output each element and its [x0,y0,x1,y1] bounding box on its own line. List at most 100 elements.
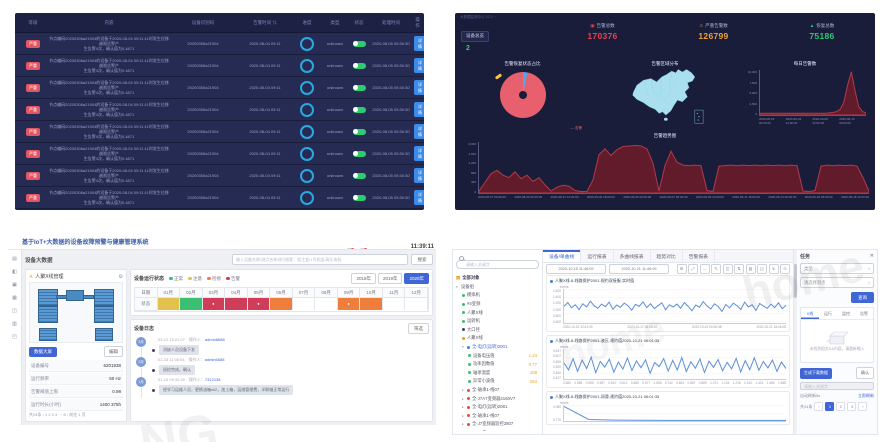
tree-item[interactable]: ▸ 全-J7变频器监控2807 [462,421,514,427]
tree-item[interactable]: 模拟机 [456,291,539,300]
status-toggle[interactable] [352,194,366,201]
month-status-cell[interactable] [360,298,383,310]
operator-name[interactable]: admin6688 [204,357,225,362]
date-end-input[interactable]: 2020-10-21 11:46:09 [609,264,669,274]
tree-item[interactable]: NJ2K11值 [456,429,539,431]
generate-download-button[interactable]: 生成下载数据 [800,367,832,379]
detail-button[interactable]: 详情 [414,146,424,161]
tree-item[interactable]: 设备电压值 1.24 [456,351,539,360]
device-pagination[interactable]: 共24条 ‹ 1 2 3 4 ··· 8 › 前往 1 页 [29,412,86,417]
table-row[interactable]: 严重 节点编码20200306a21904的设备于2020-08-04 09:11… [15,165,424,187]
next-page-button[interactable]: › [858,402,868,411]
close-icon[interactable]: ✕ [869,253,874,259]
tree-item[interactable]: 轴承温度 108 [456,369,539,378]
tab-item[interactable]: 运行报表 [581,250,614,262]
table-row[interactable]: 严重 节点编码20200306a21904的设备于2020-08-04 09:11… [15,143,424,165]
month-status-cell[interactable] [405,298,428,310]
tree-item[interactable]: #4变频 [456,300,539,309]
edit-button[interactable]: 编辑 [104,346,123,357]
tree-item[interactable]: ▾ 设备组 [456,283,474,289]
status-toggle[interactable] [352,128,366,135]
tab-item[interactable]: 告警报表 [683,250,715,262]
filter-button[interactable]: 筛选 [408,323,429,334]
year-button[interactable]: 2019年 [377,273,403,284]
detail-button[interactable]: 详情 [414,124,424,139]
mini-tab[interactable]: 监控 [842,310,850,316]
list-icon[interactable]: ▥ [745,264,756,274]
year-button[interactable]: 2020年 [404,273,429,284]
settings-icon[interactable]: ◰ [12,334,17,340]
month-status-cell[interactable]: ● [337,298,361,310]
report-icon[interactable]: ▦ [12,295,17,301]
month-status-cell[interactable] [180,298,203,310]
detail-button[interactable]: 详情 [414,80,424,95]
expand-icon[interactable]: ▸ [462,388,464,393]
date-start-input[interactable]: 2020-10-15 11:46:09 [546,264,606,274]
tree-item[interactable]: 功率因数值 0.77 [456,360,539,369]
mini-tab[interactable]: 告警 [860,310,868,316]
tree-search-input[interactable] [456,260,539,269]
monitor-icon[interactable]: ▣ [12,282,17,288]
mini-tab[interactable]: X线 [801,308,819,319]
detail-button[interactable]: 详情 [414,168,424,183]
tab-active[interactable]: 设备/单曲线 [543,250,582,262]
device-search-input[interactable] [232,254,408,265]
page-button[interactable]: 3 [847,402,857,411]
tree-item[interactable]: ▸ 全-J7A7变频器2160V7 [462,395,516,401]
operator-name[interactable]: 7312138 [204,377,221,382]
device-overview-tag[interactable]: 设备总览 [461,30,489,42]
tab-item[interactable]: 多曲线报表 [614,250,651,262]
detail-button[interactable]: 详情 [414,190,424,205]
expand-icon[interactable]: ▸ [462,413,464,418]
tree-item[interactable]: ▤ 全部对象 [456,275,480,281]
table-row[interactable]: 严重 节点编码20200306a21904的设备于2020-08-04 09:11… [15,99,424,121]
edit-icon[interactable]: ✎ [711,264,721,274]
tree-item[interactable]: 运转机 [456,317,539,326]
expand-icon[interactable]: ▾ [462,345,464,350]
status-toggle[interactable] [352,106,366,113]
month-status-cell[interactable] [383,298,406,310]
grid-icon[interactable]: ⊞ [676,264,687,274]
detail-button[interactable]: 详情 [414,58,424,73]
legend-item[interactable]: 注意 [188,276,202,282]
tree-item[interactable]: 人聚X线 [456,308,539,317]
table-row[interactable]: 严重 节点编码20200306a21904的设备于2020-08-04 09:11… [15,187,424,209]
gear-icon[interactable]: ⚙ [118,273,123,280]
refresh-now-link[interactable]: 立即刷新 [858,393,874,398]
search-button[interactable]: 搜索 [411,254,433,265]
tree-item[interactable]: ▸ 全-电灯(运转)2081 [462,404,508,410]
table-row[interactable]: 严重 节点编码20200306a21904的设备于2020-08-04 09:11… [15,121,424,143]
page-button[interactable]: 2 [836,402,846,411]
expand-icon[interactable]: ▸ [462,422,464,427]
operator-name[interactable]: admin6688 [204,337,225,342]
status-toggle[interactable] [352,150,366,157]
page-button[interactable]: 1 [825,402,835,411]
status-toggle[interactable] [352,172,366,179]
tree-item[interactable]: 大口径 [456,326,539,335]
legend-item[interactable]: 检修 [207,276,221,282]
mini-tab[interactable]: 运行 [824,310,832,316]
pan-icon[interactable]: ↔ [699,264,710,274]
type-select[interactable]: 类型 ▾ [800,263,874,274]
month-status-cell[interactable] [270,298,293,310]
month-status-cell[interactable]: ● [202,298,226,310]
scrollbar[interactable] [794,250,797,434]
year-button[interactable]: 2018年 [351,273,376,284]
tab-item[interactable]: 趋势对比 [651,250,683,262]
status-toggle[interactable] [352,84,366,91]
expand-icon[interactable]: ▾ [456,284,458,289]
tree-item[interactable]: 异常小波值 264 [456,377,539,386]
table-row[interactable]: 严重 节点编码20200306a21904的设备于2020-08-04 09:11… [15,33,424,55]
spike-icon[interactable]: ↯ [768,264,779,274]
tree-item[interactable]: ▾ 全-电灯(运转)2001 [462,344,508,350]
month-status-cell[interactable] [293,298,316,310]
month-status-cell[interactable]: ● [247,298,271,310]
query-button[interactable]: 查询 [851,292,874,303]
menu-icon[interactable]: ▤ [12,256,17,262]
sort-icon[interactable]: ⇅ [734,264,744,274]
table-row[interactable]: 严重 节点编码20200306a21904的设备于2020-08-04 09:11… [15,55,424,77]
expand-icon[interactable]: ▸ [462,396,464,401]
split-icon[interactable]: ◫ [722,264,733,274]
device-icon[interactable]: ◫ [12,308,17,314]
status-toggle[interactable] [352,40,366,47]
